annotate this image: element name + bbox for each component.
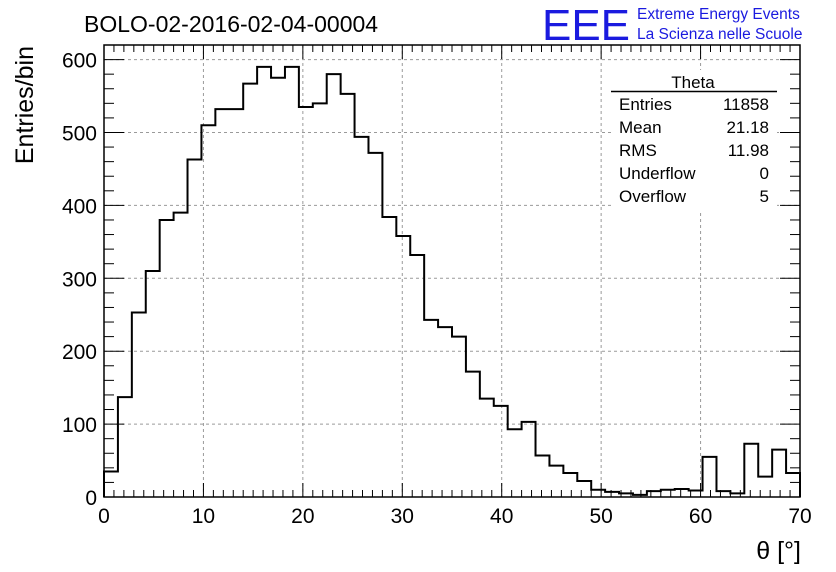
histogram-bin [563,473,577,497]
logo-mark: EEE [542,1,630,50]
axes [103,44,801,498]
chart-title: BOLO-02-2016-02-04-00004 [84,11,378,37]
y-tick-label: 0 [85,487,97,510]
histogram-bin [215,109,229,497]
histogram-series [103,65,801,497]
histogram-outline [103,65,801,497]
histogram-bin [341,94,355,497]
histogram-bin [410,255,424,497]
stats-row-value: 11858 [723,95,769,114]
histogram-bin [174,213,188,497]
stats-box: Theta Entries 11858 Mean 21.18 RMS 11.98 Under… [611,70,777,210]
stats-box-background [611,70,777,210]
histogram-bin [229,109,243,497]
x-tick-label: 0 [98,505,110,528]
x-tick-label: 40 [490,505,513,528]
eee-logo: EEE Extreme Energy Events La Scienza nel… [542,1,802,50]
histogram-bin [591,490,605,497]
histogram-bin [313,103,327,497]
x-tick-label: 60 [689,505,712,528]
histogram-bin [508,429,522,497]
histogram-bin [480,399,494,497]
histogram-bin [146,271,160,497]
histogram-bin [368,153,382,497]
stats-row-value: 21.18 [726,118,769,137]
stats-row-label: Overflow [619,187,687,206]
y-tick-label: 500 [62,122,97,145]
histogram-bin [396,236,410,497]
stats-row-value: 5 [760,187,769,206]
histogram-bin [132,313,146,497]
histogram-bin [494,406,508,497]
histogram-bin [160,220,174,497]
histogram-bin [271,78,285,497]
histogram-bin [744,444,758,497]
x-tick-label: 20 [291,505,314,528]
histogram-bin [703,457,717,497]
stats-box-title: Theta [671,73,715,92]
y-tick-label: 600 [62,50,97,73]
histogram-bin [661,490,675,497]
stats-row-value: 11.98 [728,141,769,160]
histogram-bin [675,489,689,497]
stats-row-label: RMS [619,141,657,160]
histogram-bin [355,137,369,497]
x-tick-label: 70 [788,505,811,528]
histogram-bin [188,159,202,497]
x-tick-label: 30 [391,505,414,528]
stats-row-label: Entries [619,95,672,114]
y-tick-label: 100 [62,414,97,437]
histogram-bin [243,84,257,497]
histogram-bin [522,422,536,497]
histogram-bin [466,372,480,497]
histogram-bin [327,74,341,497]
histogram-bin [438,327,452,497]
histogram-bin [536,455,550,497]
y-axis-label: Entries/bin [11,46,39,164]
stats-row-label: Underflow [619,164,696,183]
y-tick-label: 200 [62,341,97,364]
histogram-bin [786,473,800,497]
histogram-bin [452,337,466,497]
histogram-bin [118,397,132,497]
histogram-bin [285,67,299,497]
stats-row-value: 0 [760,164,769,183]
x-tick-label: 50 [589,505,612,528]
histogram-bin [104,471,118,497]
y-tick-label: 400 [62,195,97,218]
histogram-bin [424,320,438,497]
logo-line-1: Extreme Energy Events [637,6,800,23]
grid [104,45,800,497]
y-tick-label: 300 [62,268,97,291]
stats-row-label: Mean [619,118,662,137]
histogram-bin [382,217,396,497]
histogram-bin [299,107,313,497]
histogram-bin [577,481,591,497]
logo-line-2: La Scienza nelle Scuole [637,26,802,43]
histogram-bin [772,450,786,497]
x-axis-label: θ [°] [756,537,801,565]
histogram-bin [257,67,271,497]
x-tick-label: 10 [192,505,215,528]
